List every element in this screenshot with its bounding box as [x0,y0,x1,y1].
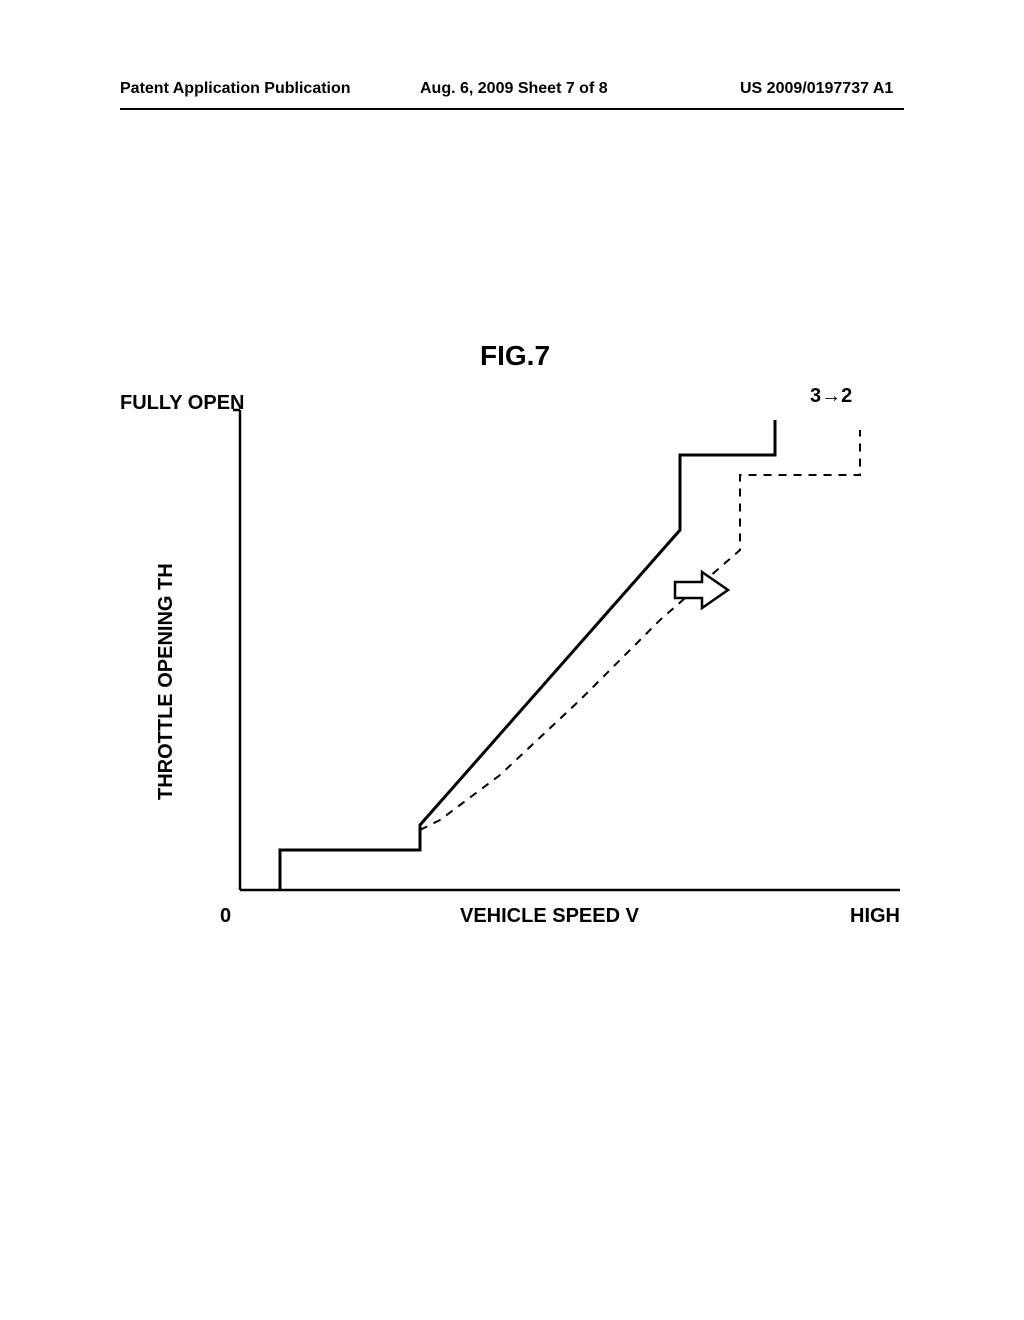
header-rule [120,108,904,110]
chart-container [220,400,920,920]
chart-svg [220,400,920,920]
x-origin: 0 [220,905,231,928]
figure-title: FIG.7 [480,340,550,372]
y-top-label: FULLY OPEN [120,392,244,415]
header-right: US 2009/0197737 A1 [740,80,893,98]
x-right-label: HIGH [850,905,900,928]
x-axis-label: VEHICLE SPEED V [460,905,639,928]
header-left: Patent Application Publication [120,80,351,98]
header-center: Aug. 6, 2009 Sheet 7 of 8 [420,80,608,98]
shift-label: 3→2 [810,385,852,408]
y-axis-label: THROTTLE OPENING TH [155,563,178,800]
